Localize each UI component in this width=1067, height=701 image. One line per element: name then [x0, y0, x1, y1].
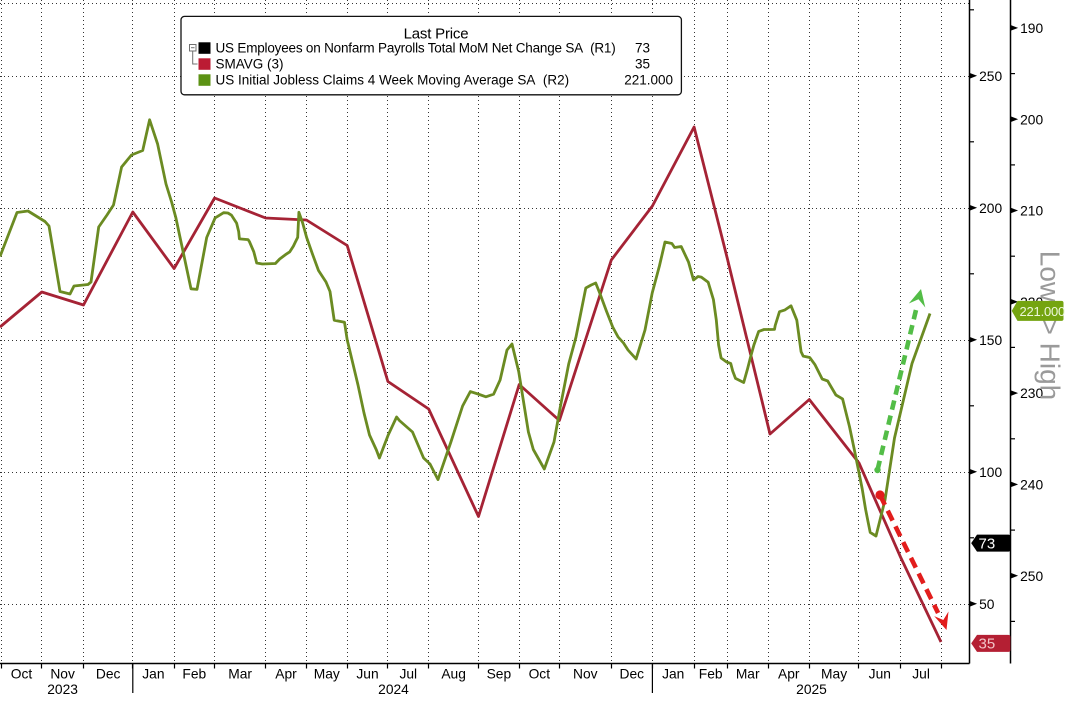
- svg-text:2023: 2023: [47, 682, 78, 696]
- svg-text:SMAVG (3): SMAVG (3): [216, 57, 284, 72]
- svg-text:Jan: Jan: [142, 667, 164, 682]
- svg-text:250: 250: [1020, 569, 1043, 584]
- svg-text:Mar: Mar: [736, 667, 760, 682]
- svg-text:190: 190: [1020, 21, 1043, 36]
- svg-text:Jan: Jan: [662, 667, 684, 682]
- svg-text:Feb: Feb: [182, 667, 206, 682]
- svg-text:Sep: Sep: [487, 667, 512, 682]
- svg-text:35: 35: [635, 57, 650, 72]
- svg-text:May: May: [821, 667, 847, 682]
- svg-text:Jul: Jul: [912, 667, 930, 682]
- svg-text:200: 200: [979, 201, 1002, 216]
- svg-text:Mar: Mar: [228, 667, 252, 682]
- svg-text:Apr: Apr: [275, 667, 297, 682]
- svg-text:US Initial Jobless Claims 4 We: US Initial Jobless Claims 4 Week Moving …: [216, 73, 570, 88]
- svg-text:Jun: Jun: [869, 667, 891, 682]
- svg-text:100: 100: [979, 465, 1002, 480]
- svg-text:Oct: Oct: [529, 667, 551, 682]
- svg-text:221.000: 221.000: [1020, 304, 1066, 319]
- svg-text:50: 50: [979, 597, 995, 612]
- svg-text:2025: 2025: [796, 682, 827, 696]
- svg-text:Feb: Feb: [699, 667, 723, 682]
- svg-text:Nov: Nov: [50, 667, 75, 682]
- svg-text:Aug: Aug: [441, 667, 466, 682]
- svg-text:230: 230: [1020, 386, 1043, 401]
- svg-text:240: 240: [1020, 478, 1043, 493]
- svg-text:35: 35: [979, 636, 996, 653]
- svg-text:Oct: Oct: [11, 667, 33, 682]
- svg-text:Low=> High: Low=> High: [1035, 251, 1066, 400]
- svg-text:Last Price: Last Price: [404, 26, 469, 43]
- svg-text:150: 150: [979, 333, 1002, 348]
- svg-text:2024: 2024: [378, 682, 409, 696]
- svg-text:Apr: Apr: [778, 667, 800, 682]
- svg-text:73: 73: [979, 535, 996, 552]
- svg-text:Jun: Jun: [356, 667, 378, 682]
- svg-text:200: 200: [1020, 112, 1043, 127]
- svg-text:Nov: Nov: [573, 667, 598, 682]
- svg-text:221.000: 221.000: [624, 73, 673, 88]
- svg-text:US Employees on Nonfarm Payrol: US Employees on Nonfarm Payrolls Total M…: [216, 41, 616, 56]
- svg-text:73: 73: [635, 41, 650, 56]
- svg-text:Jul: Jul: [399, 667, 417, 682]
- svg-text:Dec: Dec: [620, 667, 645, 682]
- svg-text:May: May: [314, 667, 340, 682]
- svg-text:Dec: Dec: [96, 667, 121, 682]
- svg-text:210: 210: [1020, 204, 1043, 219]
- svg-text:250: 250: [979, 69, 1002, 84]
